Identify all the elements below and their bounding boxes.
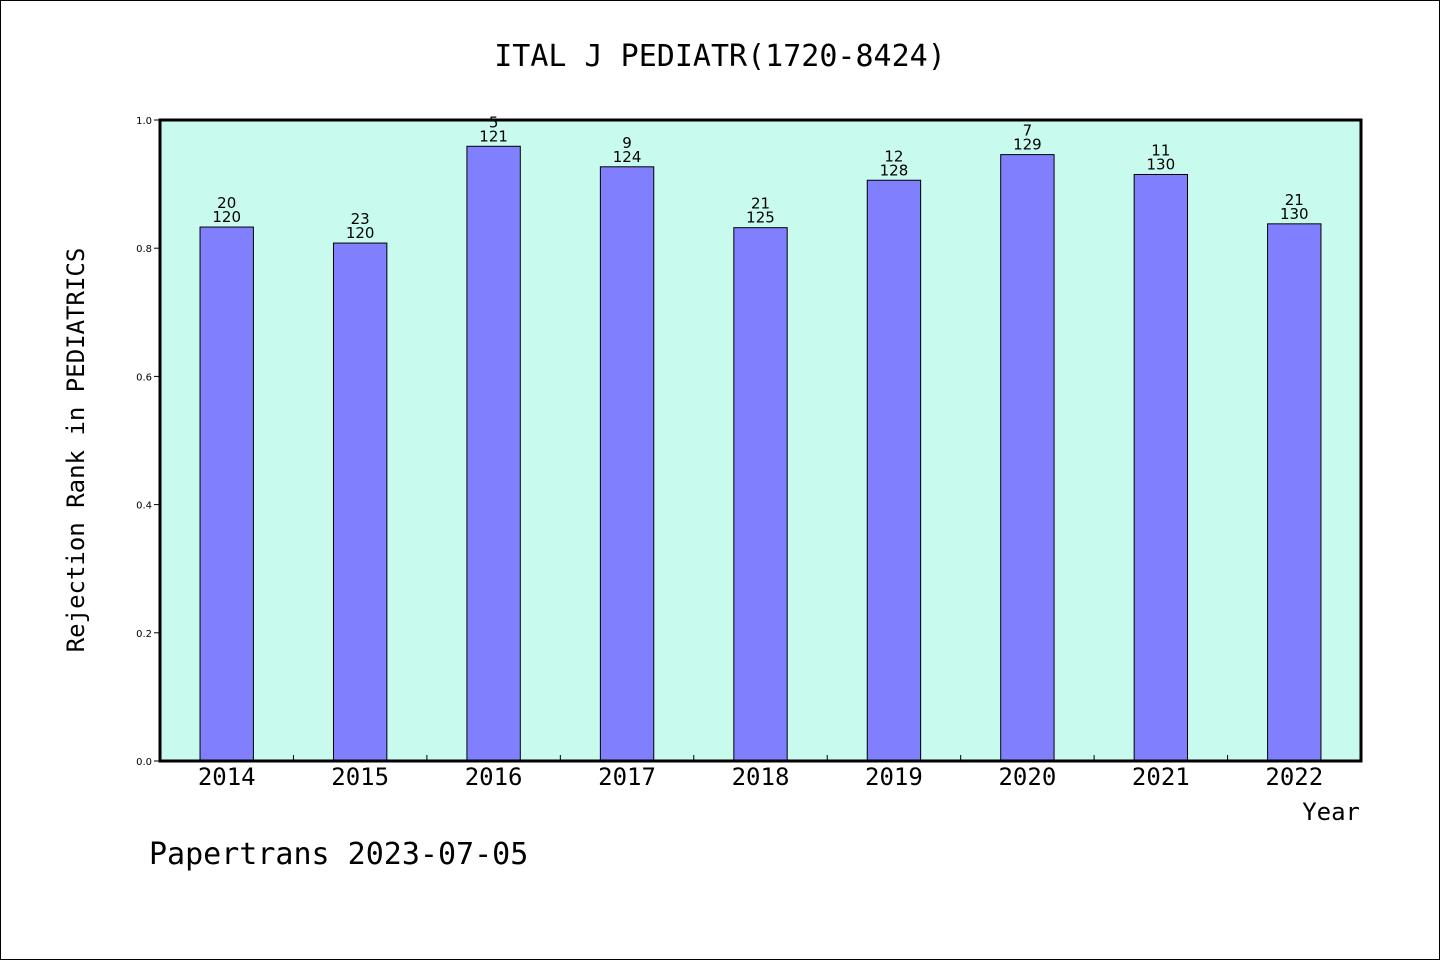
rank-label-2014: 20 <box>217 194 236 212</box>
total-label-2020: 129 <box>1013 136 1042 154</box>
bar-2020 <box>1000 154 1055 762</box>
bar-2015 <box>332 242 388 762</box>
y-tick-label: 0.0 <box>136 757 152 768</box>
total-label-2016: 121 <box>479 127 508 145</box>
bar-2017 <box>599 166 655 762</box>
total-label-2022: 130 <box>1280 205 1309 223</box>
total-label-2017: 124 <box>613 148 642 166</box>
rank-label-2018: 21 <box>751 195 770 213</box>
x-tick-label-2016: 2016 <box>465 763 523 791</box>
x-tick-label-2018: 2018 <box>732 763 790 791</box>
footer-text: Papertrans 2023-07-05 <box>149 837 528 872</box>
bar-2021 <box>1133 173 1189 762</box>
y-tick-label: 0.4 <box>136 501 152 512</box>
rank-label-2022: 21 <box>1285 191 1304 209</box>
y-axis-label: Rejection Rank in PEDIATRICS <box>62 248 90 653</box>
bar-2018 <box>733 227 788 762</box>
rank-label-2017: 9 <box>622 134 632 152</box>
x-tick-label-2020: 2020 <box>998 763 1056 791</box>
y-tick-label: 0.2 <box>136 629 152 640</box>
rank-label-2016: 5 <box>489 113 499 131</box>
total-label-2014: 120 <box>212 208 241 226</box>
bars-group <box>199 145 1322 762</box>
x-axis-label: Year <box>1302 798 1360 826</box>
x-tick-label-2014: 2014 <box>198 763 256 791</box>
total-label-2021: 130 <box>1147 155 1176 173</box>
bar-2016 <box>466 145 521 762</box>
chart-title: ITAL J PEDIATR(1720-8424) <box>494 39 946 74</box>
rank-label-2015: 23 <box>351 210 370 228</box>
x-tick-label-2015: 2015 <box>331 763 389 791</box>
rank-label-2020: 7 <box>1023 122 1033 140</box>
y-tick-label: 1.0 <box>136 116 152 127</box>
rank-label-2021: 11 <box>1151 141 1170 159</box>
x-tick-label-2019: 2019 <box>865 763 923 791</box>
x-tick-label-2017: 2017 <box>598 763 656 791</box>
bar-2022 <box>1267 223 1322 762</box>
plot-border <box>158 118 1363 763</box>
x-ticks-group: 2014 2015 2016 2017 2018 2019 2020 2021 2022 <box>198 755 1323 791</box>
x-tick-label-2021: 2021 <box>1132 763 1190 791</box>
bar-2014 <box>199 226 254 762</box>
y-tick-label: 0.8 <box>136 244 152 255</box>
rank-label-2019: 12 <box>884 147 903 165</box>
y-ticks-group: 0.0 0.2 0.4 0.6 0.8 1.0 <box>136 116 160 768</box>
y-tick-label: 0.6 <box>136 372 152 383</box>
x-tick-label-2022: 2022 <box>1265 763 1323 791</box>
bar-2019 <box>866 179 922 762</box>
total-label-2018: 125 <box>746 209 775 227</box>
total-label-2019: 128 <box>880 161 909 179</box>
total-label-2015: 120 <box>346 224 375 242</box>
